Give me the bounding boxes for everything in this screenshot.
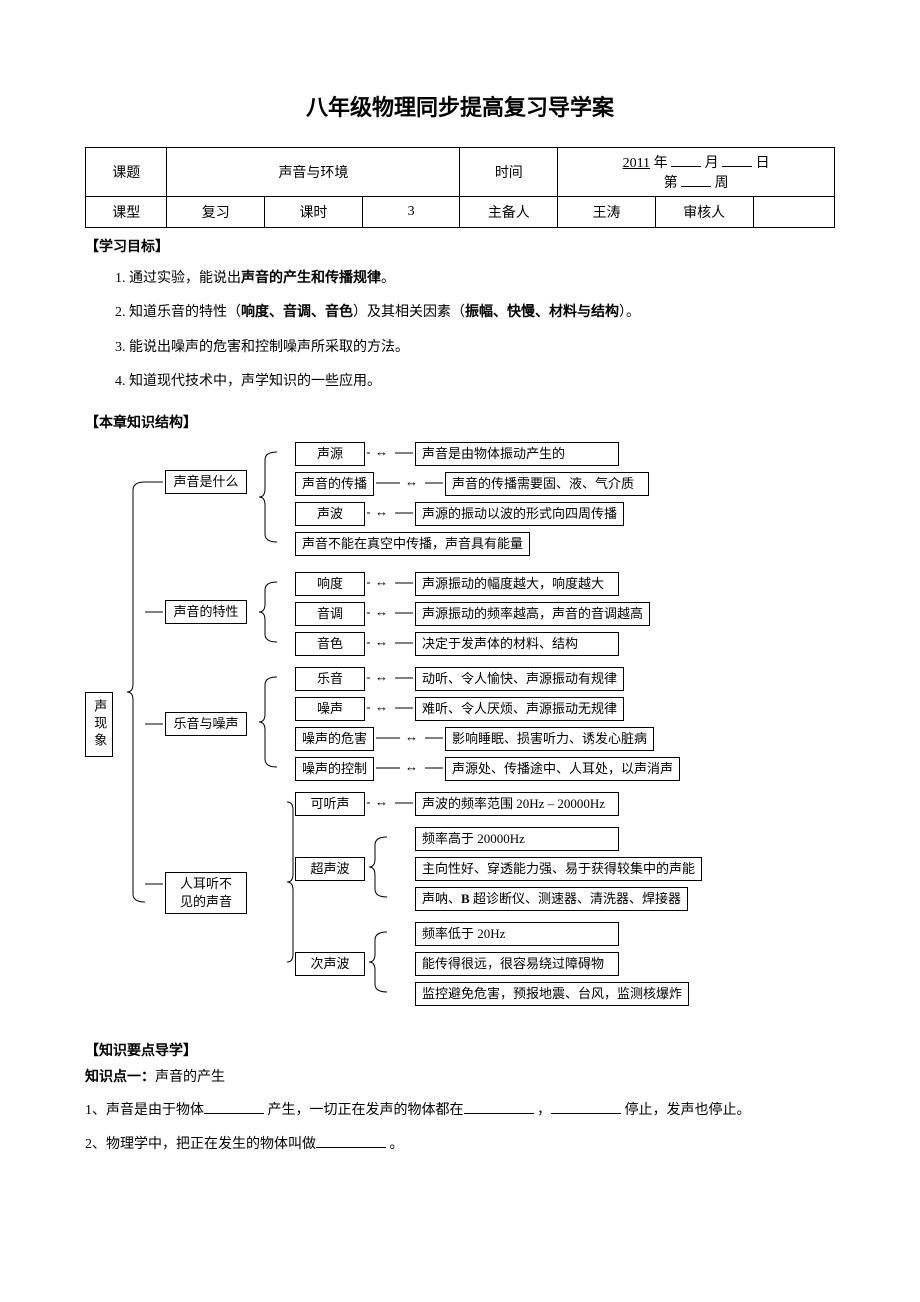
cell-type-label: 课型 [86, 197, 167, 228]
kp-heading: 【知识要点导学】 [85, 1040, 835, 1060]
flow-node: 音色 [295, 632, 365, 656]
flow-node: 声音不能在真空中传播，声音具有能量 [295, 532, 530, 556]
double-arrow-icon: ↔ [405, 760, 418, 773]
cell-owner-label: 主备人 [460, 197, 558, 228]
flow-node: 超声波 [295, 857, 365, 881]
goal-item: 3. 能说出噪声的危害和控制噪声所采取的方法。 [115, 337, 835, 359]
double-arrow-icon: ↔ [375, 445, 388, 458]
page-title: 八年级物理同步提高复习导学案 [85, 90, 835, 122]
table-row: 课题 声音与环境 时间 2011 年 月 日 第 周 [86, 148, 835, 197]
flow-node: 声波 [295, 502, 365, 526]
flow-node: 监控避免危害，预报地震、台风，监测核爆炸 [415, 982, 689, 1006]
month-label: 月 [705, 156, 719, 171]
flowchart: 声现象声音是什么声源↔声音是由物体振动产生的声音的传播↔声音的传播需要固、液、气… [85, 442, 825, 1032]
year-value: 2011 [623, 156, 650, 171]
year-label: 年 [654, 156, 668, 171]
flow-node: 响度 [295, 572, 365, 596]
cell-reviewer-label: 审核人 [655, 197, 753, 228]
goal-item: 1. 通过实验，能说出声音的产生和传播规律。 [115, 268, 835, 290]
flow-node: 声音的传播 [295, 472, 374, 496]
flow-node: 声音的传播需要固、液、气介质 [445, 472, 649, 496]
double-arrow-icon: ↔ [405, 475, 418, 488]
month-blank [671, 152, 701, 167]
day-label: 日 [756, 156, 770, 171]
cell-period-label: 课时 [265, 197, 363, 228]
flow-node: 主向性好、穿透能力强、易于获得较集中的声能 [415, 857, 702, 881]
flow-node: 乐音与噪声 [165, 712, 247, 736]
week-suf: 周 [715, 176, 729, 191]
flow-node: 噪声 [295, 697, 365, 721]
double-arrow-icon: ↔ [375, 575, 388, 588]
structure-heading: 【本章知识结构】 [85, 412, 835, 432]
cell-reviewer-value [753, 197, 834, 228]
cell-owner-value: 王涛 [558, 197, 656, 228]
double-arrow-icon: ↔ [375, 635, 388, 648]
goal-item: 2. 知道乐音的特性（响度、音调、音色）及其相关因素（振幅、快慢、材料与结构）。 [115, 302, 835, 324]
flow-node: 声呐、B 超诊断仪、测速器、清洗器、焊接器 [415, 887, 688, 911]
knowledge-points: 【知识要点导学】 知识点一：声音的产生 1、声音是由于物体 产生，一切正在发声的… [85, 1040, 835, 1157]
week-pre: 第 [664, 176, 678, 191]
table-row: 课型 复习 课时 3 主备人 王涛 审核人 [86, 197, 835, 228]
flow-node: 噪声的控制 [295, 757, 374, 781]
flow-node: 声源的振动以波的形式向四周传播 [415, 502, 624, 526]
double-arrow-icon: ↔ [375, 670, 388, 683]
day-blank [722, 152, 752, 167]
cell-period-value: 3 [362, 197, 460, 228]
goal-item: 4. 知道现代技术中，声学知识的一些应用。 [115, 371, 835, 393]
flow-node: 声音的特性 [165, 600, 247, 624]
header-table: 课题 声音与环境 时间 2011 年 月 日 第 周 课型 复习 课时 3 主备… [85, 147, 835, 228]
flow-node: 声波的频率范围 20Hz – 20000Hz [415, 792, 619, 816]
kp1-title: 知识点一：声音的产生 [85, 1066, 835, 1090]
flow-node: 频率高于 20000Hz [415, 827, 619, 851]
double-arrow-icon: ↔ [405, 730, 418, 743]
flow-node: 声源振动的幅度越大，响度越大 [415, 572, 619, 596]
flow-node: 人耳听不 见的声音 [165, 872, 247, 914]
flow-node: 声现象 [85, 692, 113, 757]
flow-node: 能传得很远，很容易绕过障碍物 [415, 952, 619, 976]
flow-node: 动听、令人愉快、声源振动有规律 [415, 667, 624, 691]
flow-node: 声源 [295, 442, 365, 466]
double-arrow-icon: ↔ [375, 505, 388, 518]
double-arrow-icon: ↔ [375, 700, 388, 713]
cell-time-label: 时间 [460, 148, 558, 197]
double-arrow-icon: ↔ [375, 795, 388, 808]
flow-node: 噪声的危害 [295, 727, 374, 751]
flow-node: 可听声 [295, 792, 365, 816]
flow-node: 决定于发声体的材料、结构 [415, 632, 619, 656]
kp1-line2: 2、物理学中，把正在发生的物体叫做 。 [85, 1133, 835, 1157]
cell-time-value: 2011 年 月 日 第 周 [558, 148, 835, 197]
flow-node: 难听、令人厌烦、声源振动无规律 [415, 697, 624, 721]
week-blank [681, 172, 711, 187]
flow-node: 声音是什么 [165, 470, 247, 494]
flow-node: 影响睡眠、损害听力、诱发心脏病 [445, 727, 654, 751]
flow-node: 频率低于 20Hz [415, 922, 619, 946]
flow-node: 音调 [295, 602, 365, 626]
flow-node: 声音是由物体振动产生的 [415, 442, 619, 466]
cell-topic-label: 课题 [86, 148, 167, 197]
flow-node: 声源振动的频率越高，声音的音调越高 [415, 602, 650, 626]
flow-node: 次声波 [295, 952, 365, 976]
double-arrow-icon: ↔ [375, 605, 388, 618]
cell-type-value: 复习 [167, 197, 265, 228]
goals-heading: 【学习目标】 [85, 236, 835, 256]
goals-list: 1. 通过实验，能说出声音的产生和传播规律。 2. 知道乐音的特性（响度、音调、… [85, 268, 835, 394]
flow-node: 声源处、传播途中、人耳处，以声消声 [445, 757, 680, 781]
cell-topic-value: 声音与环境 [167, 148, 460, 197]
flow-node: 乐音 [295, 667, 365, 691]
kp1-line1: 1、声音是由于物体 产生，一切正在发声的物体都在 ， 停止，发声也停止。 [85, 1099, 835, 1123]
